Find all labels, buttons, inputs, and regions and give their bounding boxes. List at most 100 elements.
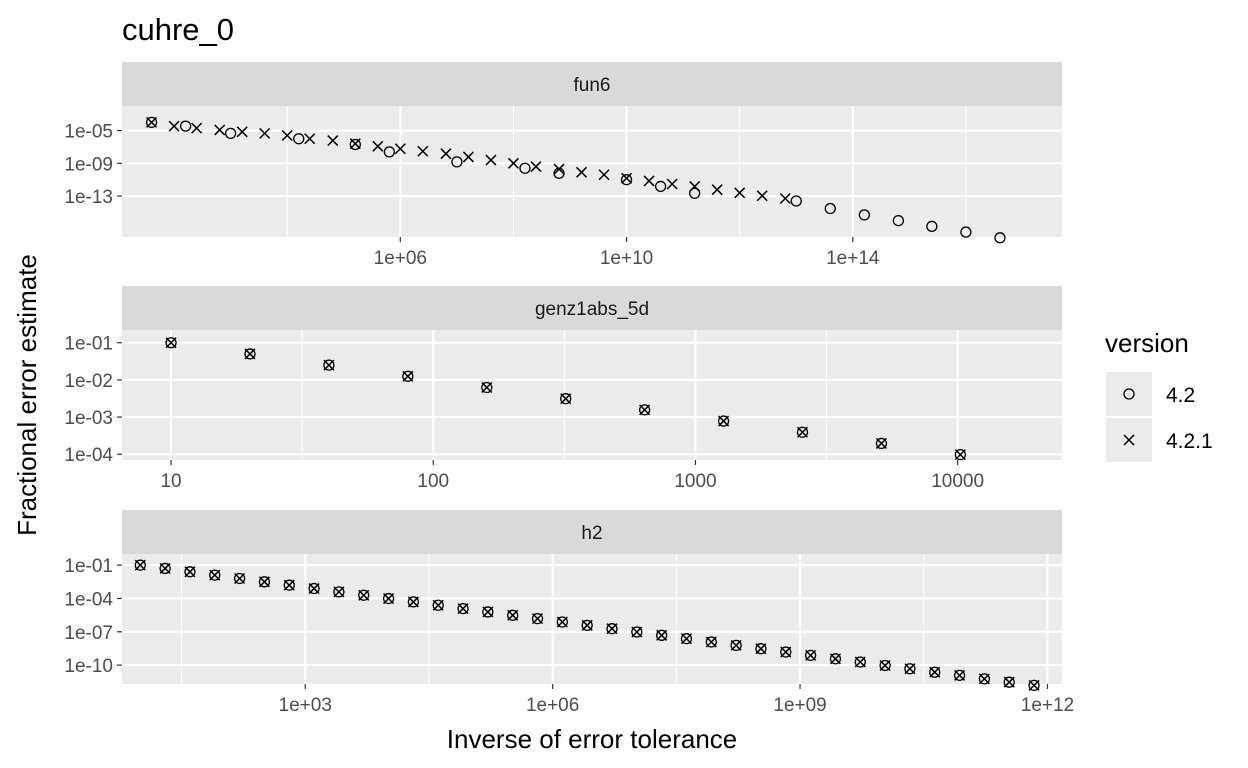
data-point-circle [730, 639, 742, 652]
data-point-circle [519, 162, 531, 174]
data-point-circle [358, 589, 370, 601]
legend: version 4.2 4.2.1 [1105, 328, 1213, 462]
data-point-cross [507, 609, 519, 621]
data-point-cross [954, 669, 966, 681]
data-point-cross [244, 348, 256, 360]
data-point-cross [440, 148, 452, 160]
data-point-cross [929, 666, 941, 678]
data-point-circle [620, 174, 633, 186]
x-tick-label: 1e+12 [1021, 695, 1074, 716]
data-point-cross [643, 175, 655, 187]
data-point-cross [730, 639, 742, 651]
data-point-circle [829, 653, 842, 665]
data-point-cross [214, 124, 226, 136]
data-point-circle [689, 187, 701, 199]
data-point-circle [531, 612, 544, 625]
data-point-circle [349, 138, 361, 151]
legend-key-bg-4-2 [1106, 372, 1152, 416]
data-point-circle [858, 209, 870, 221]
data-point-circle [780, 646, 792, 658]
data-point-cross [168, 120, 180, 132]
data-point-circle [308, 582, 320, 595]
data-point-circle [680, 633, 693, 645]
data-point-cross [407, 596, 419, 608]
data-point-cross [656, 629, 668, 641]
panel-genz1abs_5d: genz1abs_5d 10 100 1000 10000 1e-01 1e-02 1e-03… [64, 286, 1062, 492]
data-point-circle [954, 448, 967, 461]
series-4-2-1 [134, 559, 1040, 691]
data-point-cross [621, 172, 633, 184]
x-axis-title: Inverse of error tolerance [447, 724, 737, 754]
data-point-cross [631, 626, 643, 638]
data-point-circle [451, 156, 463, 168]
data-point-circle [854, 656, 866, 668]
panel-bg [122, 106, 1062, 237]
data-point-cross [323, 359, 335, 371]
data-point-circle [960, 226, 972, 238]
legend-key-cross-icon [1123, 434, 1135, 446]
data-point-cross [457, 603, 469, 615]
data-point-cross [372, 140, 384, 152]
data-point-cross [531, 613, 544, 625]
strip-bg [122, 286, 1062, 330]
data-point-circle [1003, 676, 1015, 688]
data-point-circle [293, 133, 305, 145]
y-tick-label: 1e-04 [64, 445, 113, 466]
data-point-cross [978, 673, 990, 685]
x-tick-label: 1e+10 [600, 248, 653, 269]
data-point-circle [556, 616, 568, 628]
data-point-cross [556, 616, 568, 628]
x-tick-label: 1e+03 [279, 695, 332, 716]
x-tick-label: 1000 [674, 471, 716, 492]
data-point-cross [755, 643, 767, 655]
data-point-cross [1003, 676, 1015, 688]
data-point-circle [165, 337, 177, 349]
data-point-circle [134, 559, 146, 571]
x-tick-label: 100 [417, 471, 449, 492]
x-tick-label: 1e+06 [374, 248, 427, 269]
data-point-cross [327, 135, 339, 147]
data-point-circle [333, 586, 345, 598]
data-point-cross [236, 126, 248, 138]
data-point-cross [184, 566, 196, 578]
data-point-cross [954, 449, 966, 461]
data-point-circle [481, 381, 493, 394]
data-point-circle [926, 220, 938, 232]
x-tick-label: 1e+14 [826, 248, 880, 269]
data-point-cross [283, 579, 295, 591]
x-tick-label: 1e+09 [773, 695, 826, 716]
data-point-cross [553, 163, 565, 175]
data-point-cross [705, 636, 717, 648]
data-point-cross [875, 437, 887, 449]
data-point-cross [349, 138, 361, 150]
panel-h2: h2 1e+03 1e+06 1e+09 1e+12 1e-01 1e-04 1e-07 1e-… [64, 510, 1074, 716]
series-4-2-1 [146, 116, 791, 205]
data-point-cross [432, 599, 444, 611]
data-point-cross [606, 623, 618, 635]
data-point-cross [598, 169, 610, 181]
data-point-cross [383, 593, 395, 605]
series-4-2 [165, 337, 967, 461]
data-point-cross [581, 619, 593, 631]
data-point-cross [485, 154, 497, 166]
data-point-circle [145, 116, 158, 129]
data-point-circle [407, 596, 420, 608]
data-point-cross [560, 393, 572, 405]
data-point-circle [457, 602, 469, 615]
data-point-cross [829, 653, 841, 665]
data-point-circle [631, 626, 643, 638]
strip-label: h2 [581, 523, 602, 544]
data-point-circle [323, 359, 335, 371]
data-point-cross [639, 404, 651, 416]
data-point-cross [481, 381, 493, 394]
y-tick-label: 1e-13 [64, 187, 113, 208]
data-point-cross [854, 656, 866, 668]
data-point-cross [805, 649, 817, 661]
y-tick-label: 1e-10 [64, 656, 113, 677]
data-point-circle [875, 437, 888, 450]
data-point-circle [994, 232, 1006, 244]
data-point-circle [655, 629, 668, 641]
data-point-cross [711, 184, 723, 196]
y-tick-label: 1e-09 [64, 154, 113, 175]
